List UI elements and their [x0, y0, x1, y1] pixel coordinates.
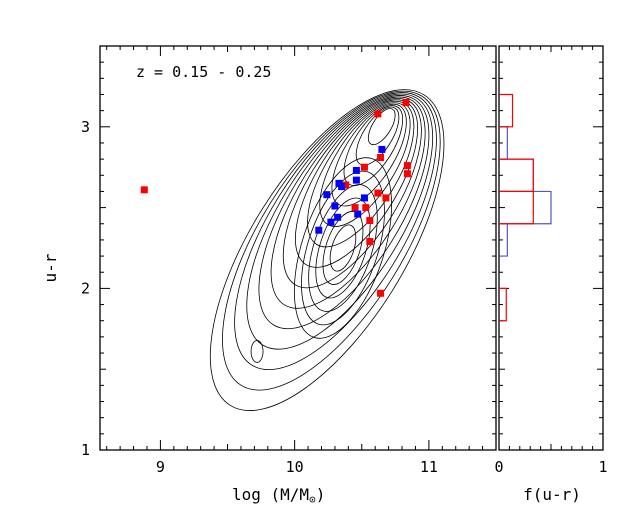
blue-galaxy-point: [378, 145, 386, 153]
contour-level: [301, 170, 385, 326]
red-galaxy-point: [382, 194, 390, 202]
blue-galaxy-point: [338, 183, 346, 191]
contour-level: [250, 340, 264, 363]
blue-histogram-bin: [499, 190, 552, 225]
red-galaxy-point: [351, 204, 359, 212]
x-tick-label: 11: [420, 458, 438, 476]
blue-galaxy-point: [352, 166, 360, 174]
y-tick-label: 3: [81, 118, 90, 136]
histogram-x-axis-label: f(u-r): [523, 485, 581, 504]
blue-galaxy-point: [315, 226, 323, 234]
scatter-points: [140, 99, 411, 297]
main-axis-ticks: [100, 46, 603, 450]
y-tick-label: 2: [81, 279, 90, 297]
contour-level: [331, 103, 407, 207]
contour-level: [367, 108, 396, 146]
red-galaxy-point: [377, 289, 385, 297]
red-galaxy-point: [403, 170, 411, 178]
density-contours: [209, 89, 445, 411]
blue-galaxy-point: [327, 218, 335, 226]
x-label-close: ): [316, 485, 326, 504]
red-galaxy-point: [374, 110, 382, 118]
contour-level: [315, 197, 371, 299]
histogram-x-tick-label: 1: [598, 458, 607, 476]
contour-level: [222, 90, 441, 391]
red-galaxy-point: [366, 217, 374, 225]
histogram-x-tick-label: 0: [494, 458, 503, 476]
y-tick-label: 1: [81, 441, 90, 459]
red-galaxy-point: [366, 238, 374, 246]
contour-level: [329, 224, 357, 272]
contour-level: [270, 96, 426, 309]
main-plot-frame: [99, 45, 497, 451]
red-galaxy-point: [374, 189, 382, 197]
red-galaxy-point: [402, 99, 410, 107]
blue-galaxy-point: [354, 210, 362, 218]
main-y-axis-label: u-r: [41, 253, 60, 282]
red-histogram-bin: [499, 93, 514, 128]
red-histogram-bin: [499, 158, 534, 193]
blue-galaxy-point: [334, 213, 342, 221]
contour-level: [308, 184, 378, 312]
contour-level: [343, 105, 404, 186]
blue-galaxy-point: [323, 191, 331, 199]
histogram-bars: [499, 93, 552, 322]
histogram-frame: [498, 45, 604, 451]
x-label-text: log (M/M: [232, 485, 309, 504]
red-galaxy-point: [403, 162, 411, 170]
redshift-annotation: z = 0.15 - 0.25: [136, 63, 271, 81]
blue-galaxy-point: [352, 176, 360, 184]
contour-level: [293, 157, 392, 339]
blue-galaxy-point: [331, 202, 339, 210]
contour-level: [246, 93, 434, 350]
red-histogram-bin: [499, 287, 507, 322]
solar-symbol: ⊙: [309, 493, 316, 506]
contour-level: [258, 95, 430, 330]
red-galaxy-point: [377, 154, 385, 162]
blue-galaxy-point: [360, 194, 368, 202]
x-tick-label: 10: [286, 458, 304, 476]
blue-histogram-bin: [499, 158, 534, 193]
red-galaxy-point: [360, 163, 368, 171]
x-tick-label: 9: [156, 458, 165, 476]
red-galaxy-point: [362, 204, 370, 212]
main-x-axis-label: log (M/M⊙): [232, 485, 325, 506]
histogram-axis-ticks: [508, 46, 604, 450]
red-galaxy-point: [342, 181, 350, 189]
red-galaxy-point: [140, 186, 148, 194]
contour-level: [209, 89, 445, 411]
contour-level: [355, 106, 400, 166]
contour-level: [234, 92, 437, 371]
